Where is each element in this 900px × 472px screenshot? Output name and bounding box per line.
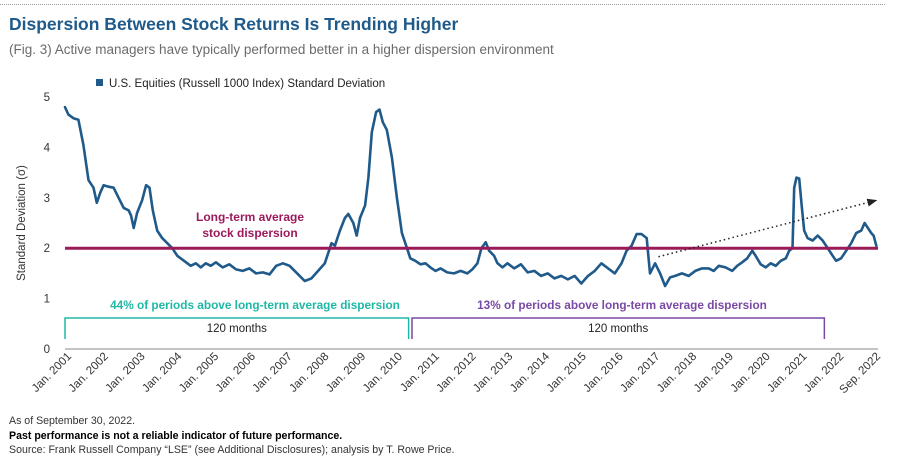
legend-swatch	[96, 79, 103, 86]
teal-bracket	[64, 317, 410, 339]
y-tick-label: 5	[44, 92, 50, 104]
y-tick-label: 2	[44, 243, 50, 255]
trend-arrow	[658, 198, 878, 258]
page-subtitle: (Fig. 3) Active managers have typically …	[9, 42, 554, 57]
purple-bracket	[411, 317, 826, 339]
x-tick-label: Jan. 2010	[361, 351, 405, 395]
page-title: Dispersion Between Stock Returns Is Tren…	[9, 14, 459, 34]
top-divider	[0, 4, 885, 5]
teal-label: 44% of periods above long-term average d…	[110, 298, 400, 312]
y-tick-label: 0	[44, 344, 50, 356]
legend-label: U.S. Equities (Russell 1000 Index) Stand…	[109, 78, 385, 90]
y-tick-label: 3	[44, 193, 50, 205]
average-label-line1: Long-term average	[196, 210, 304, 224]
average-label-line2: stock dispersion	[202, 226, 297, 240]
performance-disclaimer: Past performance is not a reliable indic…	[9, 430, 343, 442]
y-tick-label: 4	[44, 142, 51, 154]
as-of-note: As of September 30, 2022.	[9, 415, 136, 427]
series-line	[63, 105, 878, 288]
purple-label: 13% of periods above long-term average d…	[477, 298, 767, 312]
source-note: Source: Frank Russell Company “LSE” (see…	[9, 444, 455, 456]
y-tick-label: 1	[44, 294, 50, 306]
purple-duration: 120 months	[588, 323, 648, 335]
teal-duration: 120 months	[207, 323, 267, 335]
y-axis-label: Standard Deviation (σ)	[16, 165, 28, 281]
